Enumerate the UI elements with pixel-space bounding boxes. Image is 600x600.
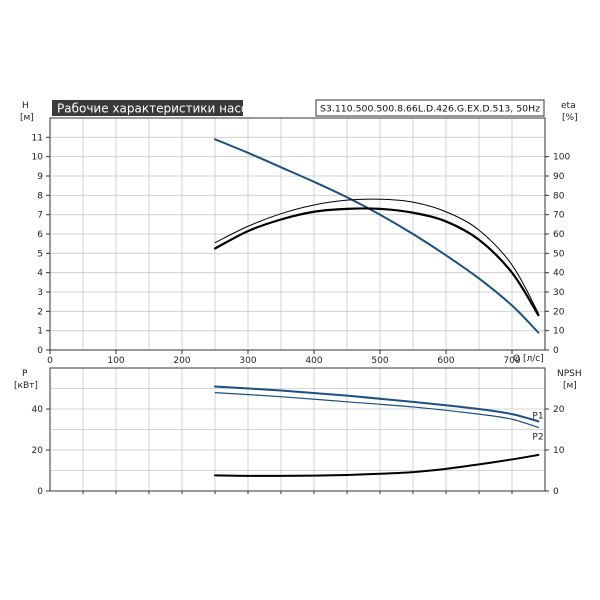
bottom-ylabel-unit: [кВт] (14, 381, 38, 391)
top-chart-series (213, 138, 540, 334)
bottom-y2label-unit: [м] (563, 381, 577, 391)
y-tick-label: 9 (37, 172, 43, 182)
bottom-chart-series: P1 P2 (214, 385, 544, 477)
top-y2label: eta (561, 101, 576, 111)
x-tick-label: 100 (107, 356, 124, 366)
top-chart-ticks: 0 1 2 3 4 5 6 7 8 9 10 11 0 10 20 30 40 50 60 70 80 90 100 0 100… (32, 133, 571, 366)
y2-tick-label: 0 (553, 346, 559, 356)
y-tick-label: 8 (37, 191, 43, 201)
y-tick-label: 20 (32, 446, 44, 456)
y-tick-label: 3 (37, 288, 43, 298)
y2-tick-label: 90 (553, 172, 565, 182)
model-box (315, 99, 545, 117)
y2-tick-label: 10 (553, 446, 565, 456)
top-xlabel: Q [л/с] (513, 354, 544, 364)
y2-tick-label: 20 (553, 307, 565, 317)
y2-tick-label: 30 (553, 288, 565, 298)
x-tick-label: 0 (47, 356, 53, 366)
y2-tick-label: 50 (553, 249, 565, 259)
y2-tick-label: 80 (553, 191, 565, 201)
x-tick-label: 400 (305, 356, 322, 366)
top-y2label-unit: [%] (562, 113, 578, 123)
y-tick-label: 6 (37, 230, 43, 240)
y2-tick-label: 20 (553, 405, 565, 415)
y-tick-label: 40 (32, 405, 44, 415)
series-line (214, 138, 540, 334)
bottom-ylabel: P (22, 369, 28, 379)
y-tick-label: 1 (37, 327, 43, 337)
bottom-chart-grid (50, 368, 545, 491)
y-tick-label: 7 (37, 211, 43, 221)
series-line (213, 207, 540, 317)
top-chart: Рабочие характеристики насоса S3.110.500… (20, 99, 578, 366)
y2-tick-label: 40 (553, 269, 565, 279)
y-tick-label: 2 (37, 307, 43, 317)
y-tick-label: 4 (37, 269, 43, 279)
y2-tick-label: 70 (553, 211, 565, 221)
y-tick-label: 0 (37, 487, 43, 497)
x-tick-label: 500 (371, 356, 388, 366)
bottom-y2label: NPSH (557, 369, 582, 379)
x-tick-label: 700 (503, 356, 520, 366)
x-tick-label: 600 (437, 356, 454, 366)
p1-series-line (214, 385, 540, 423)
p2-series-line (214, 392, 539, 429)
bottom-chart: P [кВт] NPSH [м] 0 20 40 0 10 20 P1 P2 (14, 367, 582, 497)
y2-tick-label: 0 (553, 487, 559, 497)
x-tick-label: 200 (173, 356, 190, 366)
y2-tick-label: 100 (553, 153, 570, 163)
chart-title: Рабочие характеристики насоса (57, 102, 262, 116)
y-tick-label: 0 (37, 346, 43, 356)
top-ylabel-unit: [м] (20, 113, 34, 123)
series-line (214, 198, 539, 314)
bottom-chart-frame (49, 367, 546, 492)
title-box (52, 100, 243, 116)
model-label: S3.110.500.500.8.66L.D.426.G.EX.D.513, 5… (320, 105, 540, 115)
top-chart-grid (50, 118, 545, 350)
y-tick-label: 10 (32, 153, 44, 163)
y2-tick-label: 10 (553, 327, 565, 337)
bottom-chart-ticks: 0 20 40 0 10 20 (32, 405, 565, 497)
y-tick-label: 5 (37, 249, 43, 259)
y-tick-label: 11 (32, 133, 43, 143)
series-label: P2 (532, 432, 543, 442)
top-ylabel: H (22, 101, 29, 111)
x-tick-label: 300 (239, 356, 256, 366)
series-label: P1 (532, 411, 543, 421)
series-line (214, 453, 540, 477)
y2-tick-label: 60 (553, 230, 565, 240)
